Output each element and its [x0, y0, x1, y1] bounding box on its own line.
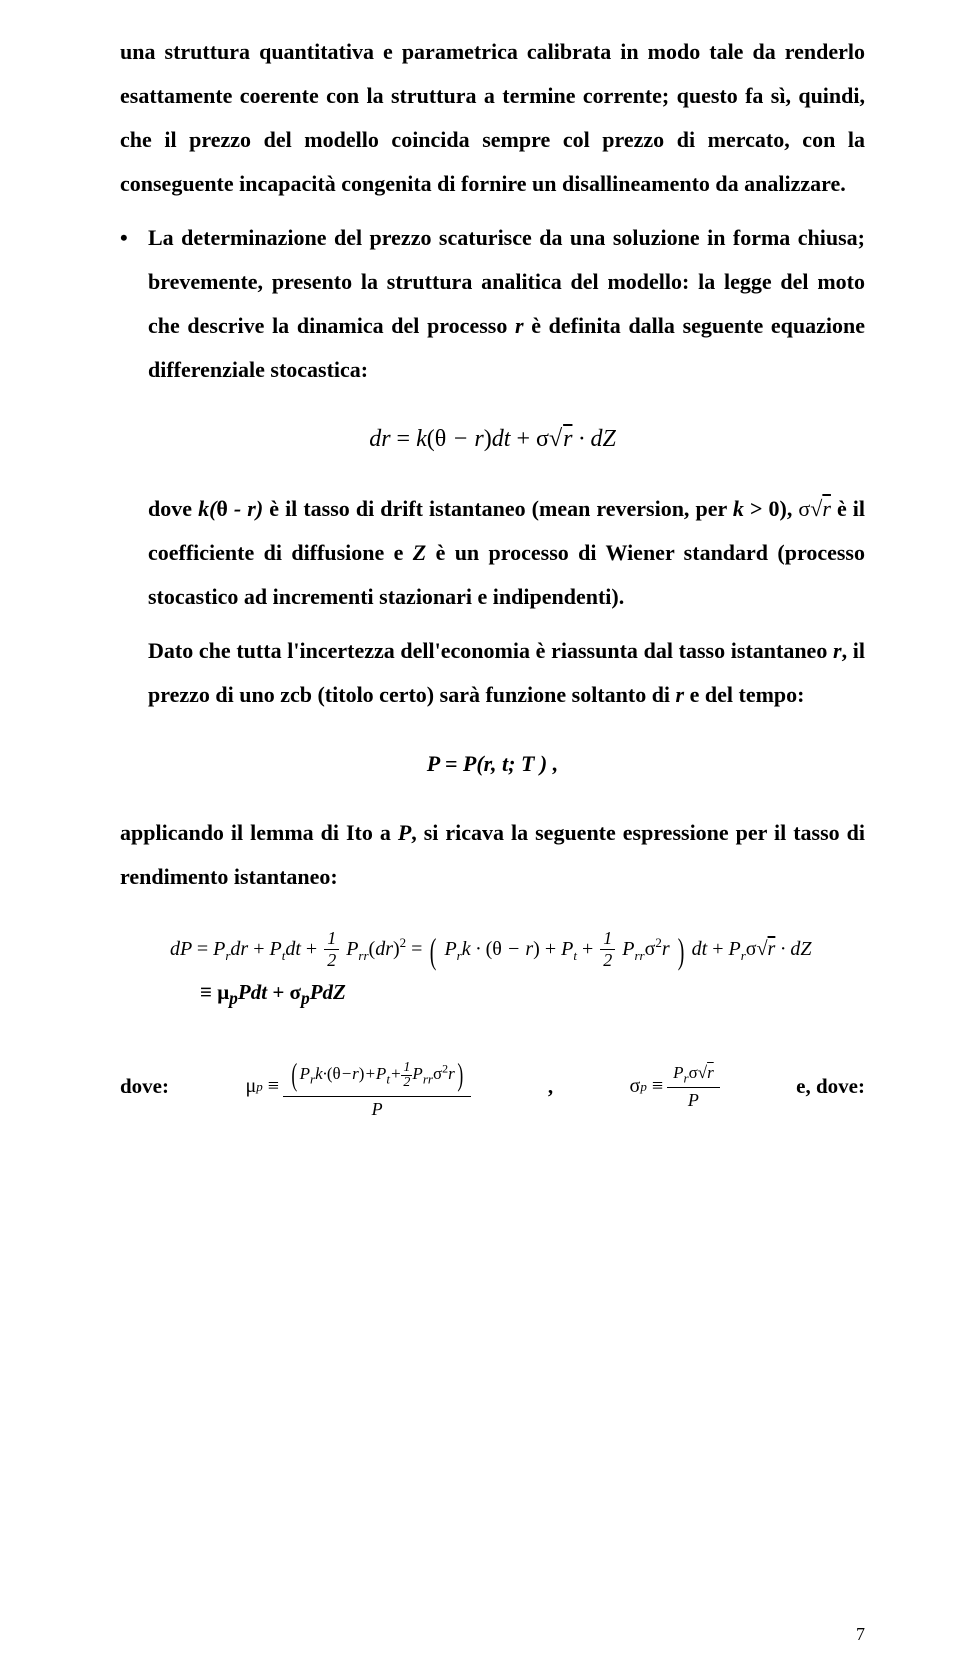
p3-k: k: [733, 496, 744, 521]
paragraph-5: applicando il lemma di Ito a P, si ricav…: [120, 811, 865, 899]
inline-sigma-sqrt-r: σ√r: [798, 496, 831, 521]
equation-sde: dr = k(θ − r)dt + σ√r · dZ: [120, 426, 865, 453]
equation-identity: ≡ μpPdt + σpPdZ: [120, 980, 865, 1009]
sigma: σ: [290, 980, 301, 1004]
paragraph-3: dove k(θ - r) è il tasso di drift istant…: [148, 487, 865, 619]
defs-comma: ,: [548, 1074, 553, 1099]
p3-b: è il tasso di drift istantaneo (mean rev…: [263, 496, 733, 521]
definitions-row: dove: μp ≡ (Prk·(θ−r)+Pt+12Prrσ2r) P , σ…: [120, 1054, 865, 1120]
p3-c: > 0),: [744, 496, 799, 521]
p3-theta: θ: [216, 496, 227, 521]
sub-p1: p: [229, 988, 238, 1008]
bullet-marker: •: [120, 216, 148, 260]
page-number: 7: [856, 1624, 865, 1645]
equation-price-function: P = P(r, t; T ) ,: [120, 751, 865, 777]
p4-a: Dato che tutta l'incertezza dell'economi…: [148, 638, 833, 663]
p2-var-r: r: [515, 313, 524, 338]
identity-prefix: ≡: [200, 980, 217, 1004]
p4-c: e del tempo:: [684, 682, 804, 707]
p3-a: dove: [148, 496, 198, 521]
p3-kexpr: k(: [198, 496, 216, 521]
page: una struttura quantitativa e parametrica…: [0, 0, 960, 1675]
p3-Z: Z: [413, 540, 426, 565]
mu: μ: [217, 980, 229, 1004]
paragraph-1: una struttura quantitativa e parametrica…: [120, 30, 865, 206]
p3-mid: - r): [228, 496, 263, 521]
mu-definition: μp ≡ (Prk·(θ−r)+Pt+12Prrσ2r) P: [245, 1054, 471, 1120]
pdt: Pdt +: [238, 980, 290, 1004]
sigma-definition: σp ≡ Prσ√r P: [630, 1062, 720, 1111]
p5-a: applicando il lemma di Ito a: [120, 820, 398, 845]
bullet-item: • La determinazione del prezzo scaturisc…: [120, 216, 865, 392]
paragraph-4: Dato che tutta l'incertezza dell'economi…: [148, 629, 865, 717]
p5-P: P: [398, 820, 411, 845]
equation-ito: dP = Prdr + Ptdt + 12 Prr(dr)2 = ( Prk ·…: [120, 929, 865, 972]
pdz: PdZ: [310, 980, 346, 1004]
defs-tail: e, dove:: [796, 1074, 865, 1099]
p4-r2: r: [676, 682, 685, 707]
p4-r: r: [833, 638, 842, 663]
sub-p2: p: [301, 988, 310, 1008]
paragraph-2: La determinazione del prezzo scaturisce …: [148, 216, 865, 392]
dove-label: dove:: [120, 1074, 169, 1099]
